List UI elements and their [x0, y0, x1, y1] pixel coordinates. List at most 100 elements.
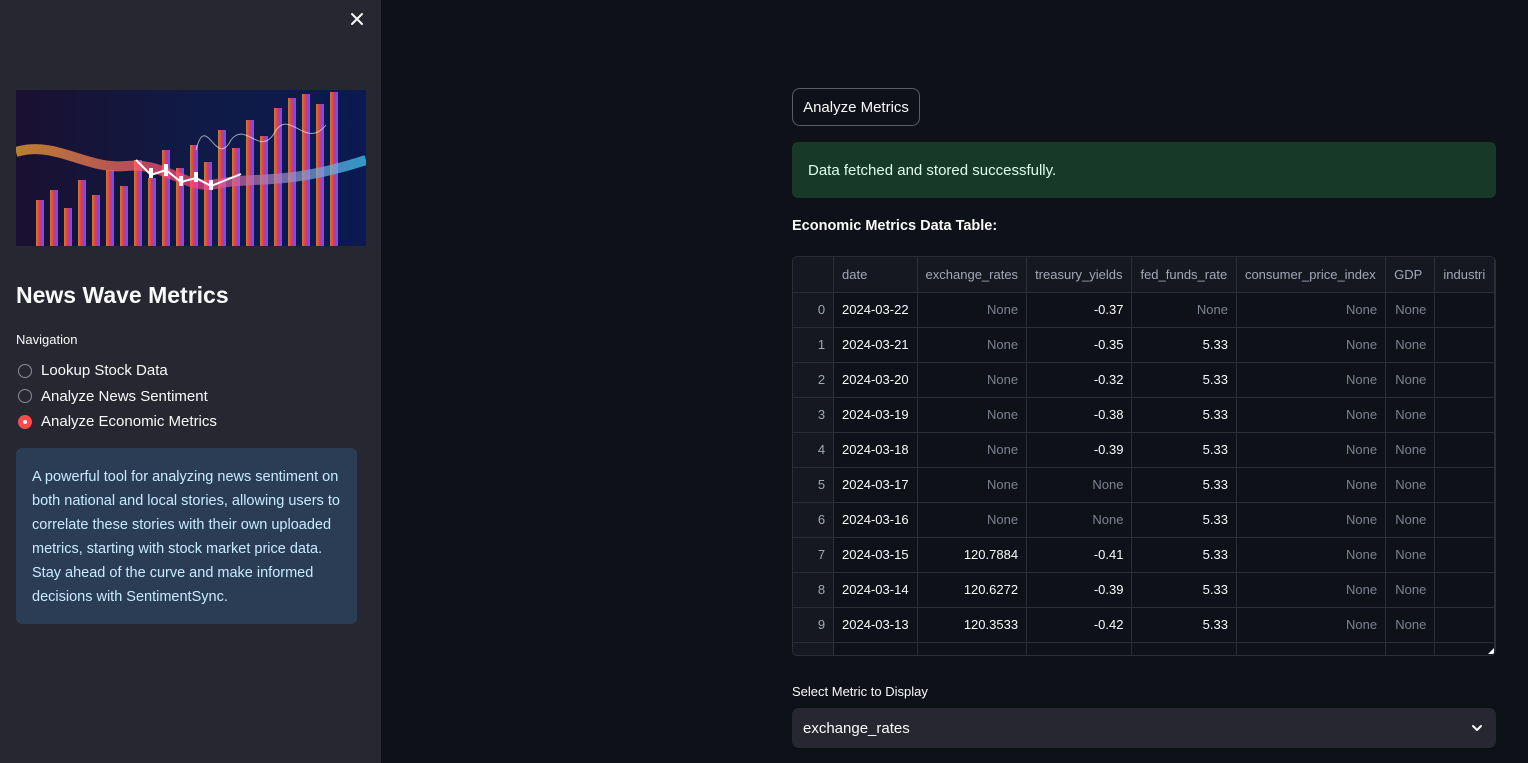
- table-cell[interactable]: [1434, 397, 1495, 433]
- row-index-cell[interactable]: 2: [793, 362, 835, 398]
- table-cell[interactable]: None: [1385, 607, 1436, 643]
- table-cell[interactable]: None: [1385, 572, 1436, 608]
- table-cell[interactable]: None: [1385, 327, 1436, 363]
- table-cell[interactable]: 2024-03-19: [833, 397, 918, 433]
- column-header-fed-funds-rate[interactable]: fed_funds_rate: [1131, 257, 1237, 293]
- table-cell[interactable]: [1434, 467, 1495, 503]
- table-cell[interactable]: None: [1236, 362, 1387, 398]
- table-cell[interactable]: None: [1385, 502, 1436, 538]
- table-cell[interactable]: None: [1236, 572, 1387, 608]
- table-cell[interactable]: -0.35: [1026, 327, 1133, 363]
- table-cell[interactable]: 120.7884: [917, 537, 1028, 573]
- close-sidebar-button[interactable]: [346, 8, 368, 30]
- table-cell[interactable]: 2024-03-16: [833, 502, 918, 538]
- table-cell[interactable]: [1131, 642, 1237, 655]
- table-cell[interactable]: None: [1236, 397, 1387, 433]
- table-cell[interactable]: [1434, 292, 1495, 328]
- table-cell[interactable]: 5.33: [1131, 327, 1237, 363]
- table-cell[interactable]: -0.42: [1026, 607, 1133, 643]
- table-cell[interactable]: None: [917, 292, 1028, 328]
- table-cell[interactable]: 5.33: [1131, 467, 1237, 503]
- table-cell[interactable]: [1434, 362, 1495, 398]
- table-cell[interactable]: 120.6272: [917, 572, 1028, 608]
- table-cell[interactable]: None: [1131, 292, 1237, 328]
- table-cell[interactable]: None: [1236, 292, 1387, 328]
- table-cell[interactable]: 120.3533: [917, 607, 1028, 643]
- table-cell[interactable]: None: [917, 397, 1028, 433]
- table-cell[interactable]: None: [1385, 397, 1436, 433]
- table-cell[interactable]: [1385, 642, 1436, 655]
- table-cell[interactable]: 2024-03-22: [833, 292, 918, 328]
- nav-option-analyze-news-sentiment[interactable]: Analyze News Sentiment: [18, 384, 217, 410]
- table-cell[interactable]: None: [1385, 292, 1436, 328]
- table-cell[interactable]: -0.41: [1026, 537, 1133, 573]
- table-cell[interactable]: [917, 642, 1028, 655]
- nav-option-lookup-stock-data[interactable]: Lookup Stock Data: [18, 358, 217, 384]
- table-cell[interactable]: None: [917, 467, 1028, 503]
- column-header-exchange-rates[interactable]: exchange_rates: [917, 257, 1028, 293]
- table-cell[interactable]: -0.37: [1026, 292, 1133, 328]
- row-index-cell[interactable]: 7: [793, 537, 835, 573]
- column-header-date[interactable]: date: [833, 257, 918, 293]
- table-cell[interactable]: None: [917, 327, 1028, 363]
- table-cell[interactable]: 5.33: [1131, 362, 1237, 398]
- table-cell[interactable]: 5.33: [1131, 607, 1237, 643]
- table-cell[interactable]: None: [1236, 607, 1387, 643]
- table-cell[interactable]: 2024-03-18: [833, 432, 918, 468]
- table-cell[interactable]: None: [1236, 327, 1387, 363]
- table-cell[interactable]: None: [917, 432, 1028, 468]
- row-index-cell[interactable]: 9: [793, 607, 835, 643]
- row-index-cell[interactable]: 3: [793, 397, 835, 433]
- analyze-metrics-button[interactable]: Analyze Metrics: [792, 88, 920, 126]
- table-cell[interactable]: 2024-03-13: [833, 607, 918, 643]
- table-cell[interactable]: None: [1026, 502, 1133, 538]
- row-index-cell[interactable]: 1: [793, 327, 835, 363]
- table-cell[interactable]: 2024-03-15: [833, 537, 918, 573]
- table-cell[interactable]: [1434, 572, 1495, 608]
- table-cell[interactable]: 2024-03-17: [833, 467, 918, 503]
- table-cell[interactable]: None: [1385, 432, 1436, 468]
- table-cell[interactable]: 2024-03-14: [833, 572, 918, 608]
- table-cell[interactable]: None: [1026, 467, 1133, 503]
- table-cell[interactable]: [1026, 642, 1133, 655]
- table-cell[interactable]: [1434, 432, 1495, 468]
- table-cell[interactable]: [1434, 502, 1495, 538]
- row-index-cell[interactable]: 4: [793, 432, 835, 468]
- table-cell[interactable]: None: [917, 362, 1028, 398]
- table-cell[interactable]: [1434, 642, 1495, 655]
- nav-option-analyze-economic-metrics[interactable]: Analyze Economic Metrics: [18, 409, 217, 435]
- table-cell[interactable]: None: [917, 502, 1028, 538]
- table-cell[interactable]: 2024-03-20: [833, 362, 918, 398]
- table-cell[interactable]: None: [1236, 432, 1387, 468]
- table-cell[interactable]: None: [1385, 362, 1436, 398]
- table-cell[interactable]: None: [1236, 537, 1387, 573]
- data-table[interactable]: date exchange_rates treasury_yields fed_fun…: [792, 256, 1496, 656]
- column-header-consumer-price-index[interactable]: consumer_price_index: [1236, 257, 1387, 293]
- table-cell[interactable]: 5.33: [1131, 432, 1237, 468]
- column-header-treasury-yields[interactable]: treasury_yields: [1026, 257, 1133, 293]
- table-cell[interactable]: -0.38: [1026, 397, 1133, 433]
- resize-handle[interactable]: [1488, 648, 1494, 654]
- row-index-cell[interactable]: 8: [793, 572, 835, 608]
- table-cell[interactable]: [1434, 537, 1495, 573]
- table-cell[interactable]: None: [1385, 467, 1436, 503]
- column-header-index[interactable]: [793, 257, 835, 293]
- table-cell[interactable]: -0.32: [1026, 362, 1133, 398]
- table-cell[interactable]: 5.33: [1131, 397, 1237, 433]
- row-index-cell[interactable]: 0: [793, 292, 835, 328]
- table-cell[interactable]: [1434, 327, 1495, 363]
- table-cell[interactable]: 5.33: [1131, 537, 1237, 573]
- row-index-cell[interactable]: [793, 642, 835, 655]
- table-cell[interactable]: [833, 642, 918, 655]
- table-cell[interactable]: -0.39: [1026, 432, 1133, 468]
- table-cell[interactable]: 5.33: [1131, 572, 1237, 608]
- row-index-cell[interactable]: 5: [793, 467, 835, 503]
- table-cell[interactable]: None: [1385, 537, 1436, 573]
- table-cell[interactable]: [1236, 642, 1387, 655]
- table-cell[interactable]: None: [1236, 467, 1387, 503]
- metric-select[interactable]: exchange_rates: [792, 708, 1496, 748]
- table-cell[interactable]: None: [1236, 502, 1387, 538]
- column-header-gdp[interactable]: GDP: [1385, 257, 1436, 293]
- table-cell[interactable]: 5.33: [1131, 502, 1237, 538]
- table-cell[interactable]: [1434, 607, 1495, 643]
